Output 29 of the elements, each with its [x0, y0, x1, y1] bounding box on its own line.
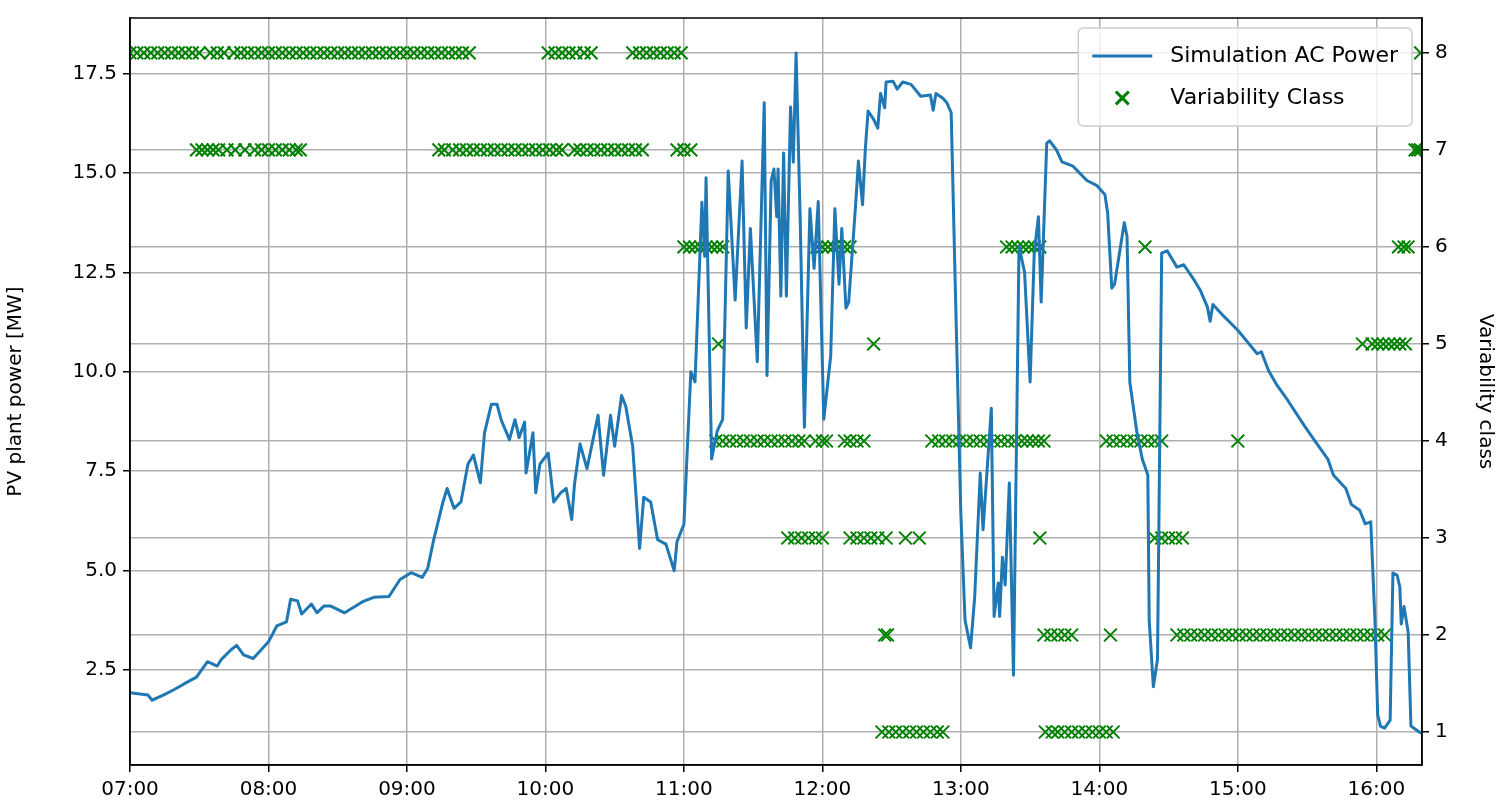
- y2-tick-label: 8: [1435, 39, 1448, 64]
- y2-tick-label: 2: [1435, 621, 1448, 646]
- x-tick-label: 08:00: [239, 776, 298, 801]
- x-tick-label: 13:00: [932, 776, 990, 801]
- x-tick-label: 09:00: [378, 776, 436, 801]
- y-tick-label: 7.5: [85, 457, 117, 482]
- y2-tick-label: 5: [1435, 330, 1448, 355]
- x-tick-label: 12:00: [793, 776, 852, 801]
- x-tick-label: 10:00: [516, 776, 575, 801]
- y-tick-label: 10.0: [72, 357, 117, 382]
- y2-tick-label: 3: [1435, 524, 1448, 549]
- y2-tick-label: 6: [1435, 233, 1448, 258]
- x-tick-label: 15:00: [1209, 776, 1267, 801]
- x-tick-label: 16:00: [1347, 776, 1406, 801]
- y2-tick-label: 4: [1435, 427, 1448, 452]
- x-tick-label: 14:00: [1070, 776, 1129, 801]
- y-tick-label: 12.5: [72, 258, 117, 283]
- y2-tick-label: 1: [1435, 718, 1448, 743]
- legend-label: Simulation AC Power: [1170, 41, 1399, 67]
- y-tick-label: 2.5: [85, 655, 117, 680]
- y2-tick-label: 7: [1435, 136, 1448, 161]
- y-tick-label: 5.0: [85, 556, 117, 581]
- legend-label: Variability Class: [1170, 83, 1345, 109]
- x-tick-label: 11:00: [655, 776, 713, 801]
- y-tick-label: 15.0: [72, 159, 117, 184]
- y-tick-label: 17.5: [72, 59, 117, 84]
- y-axis-title: PV plant power [MW]: [2, 286, 27, 497]
- x-tick-label: 07:00: [101, 776, 159, 801]
- y2-axis-title: Variability class: [1474, 313, 1499, 470]
